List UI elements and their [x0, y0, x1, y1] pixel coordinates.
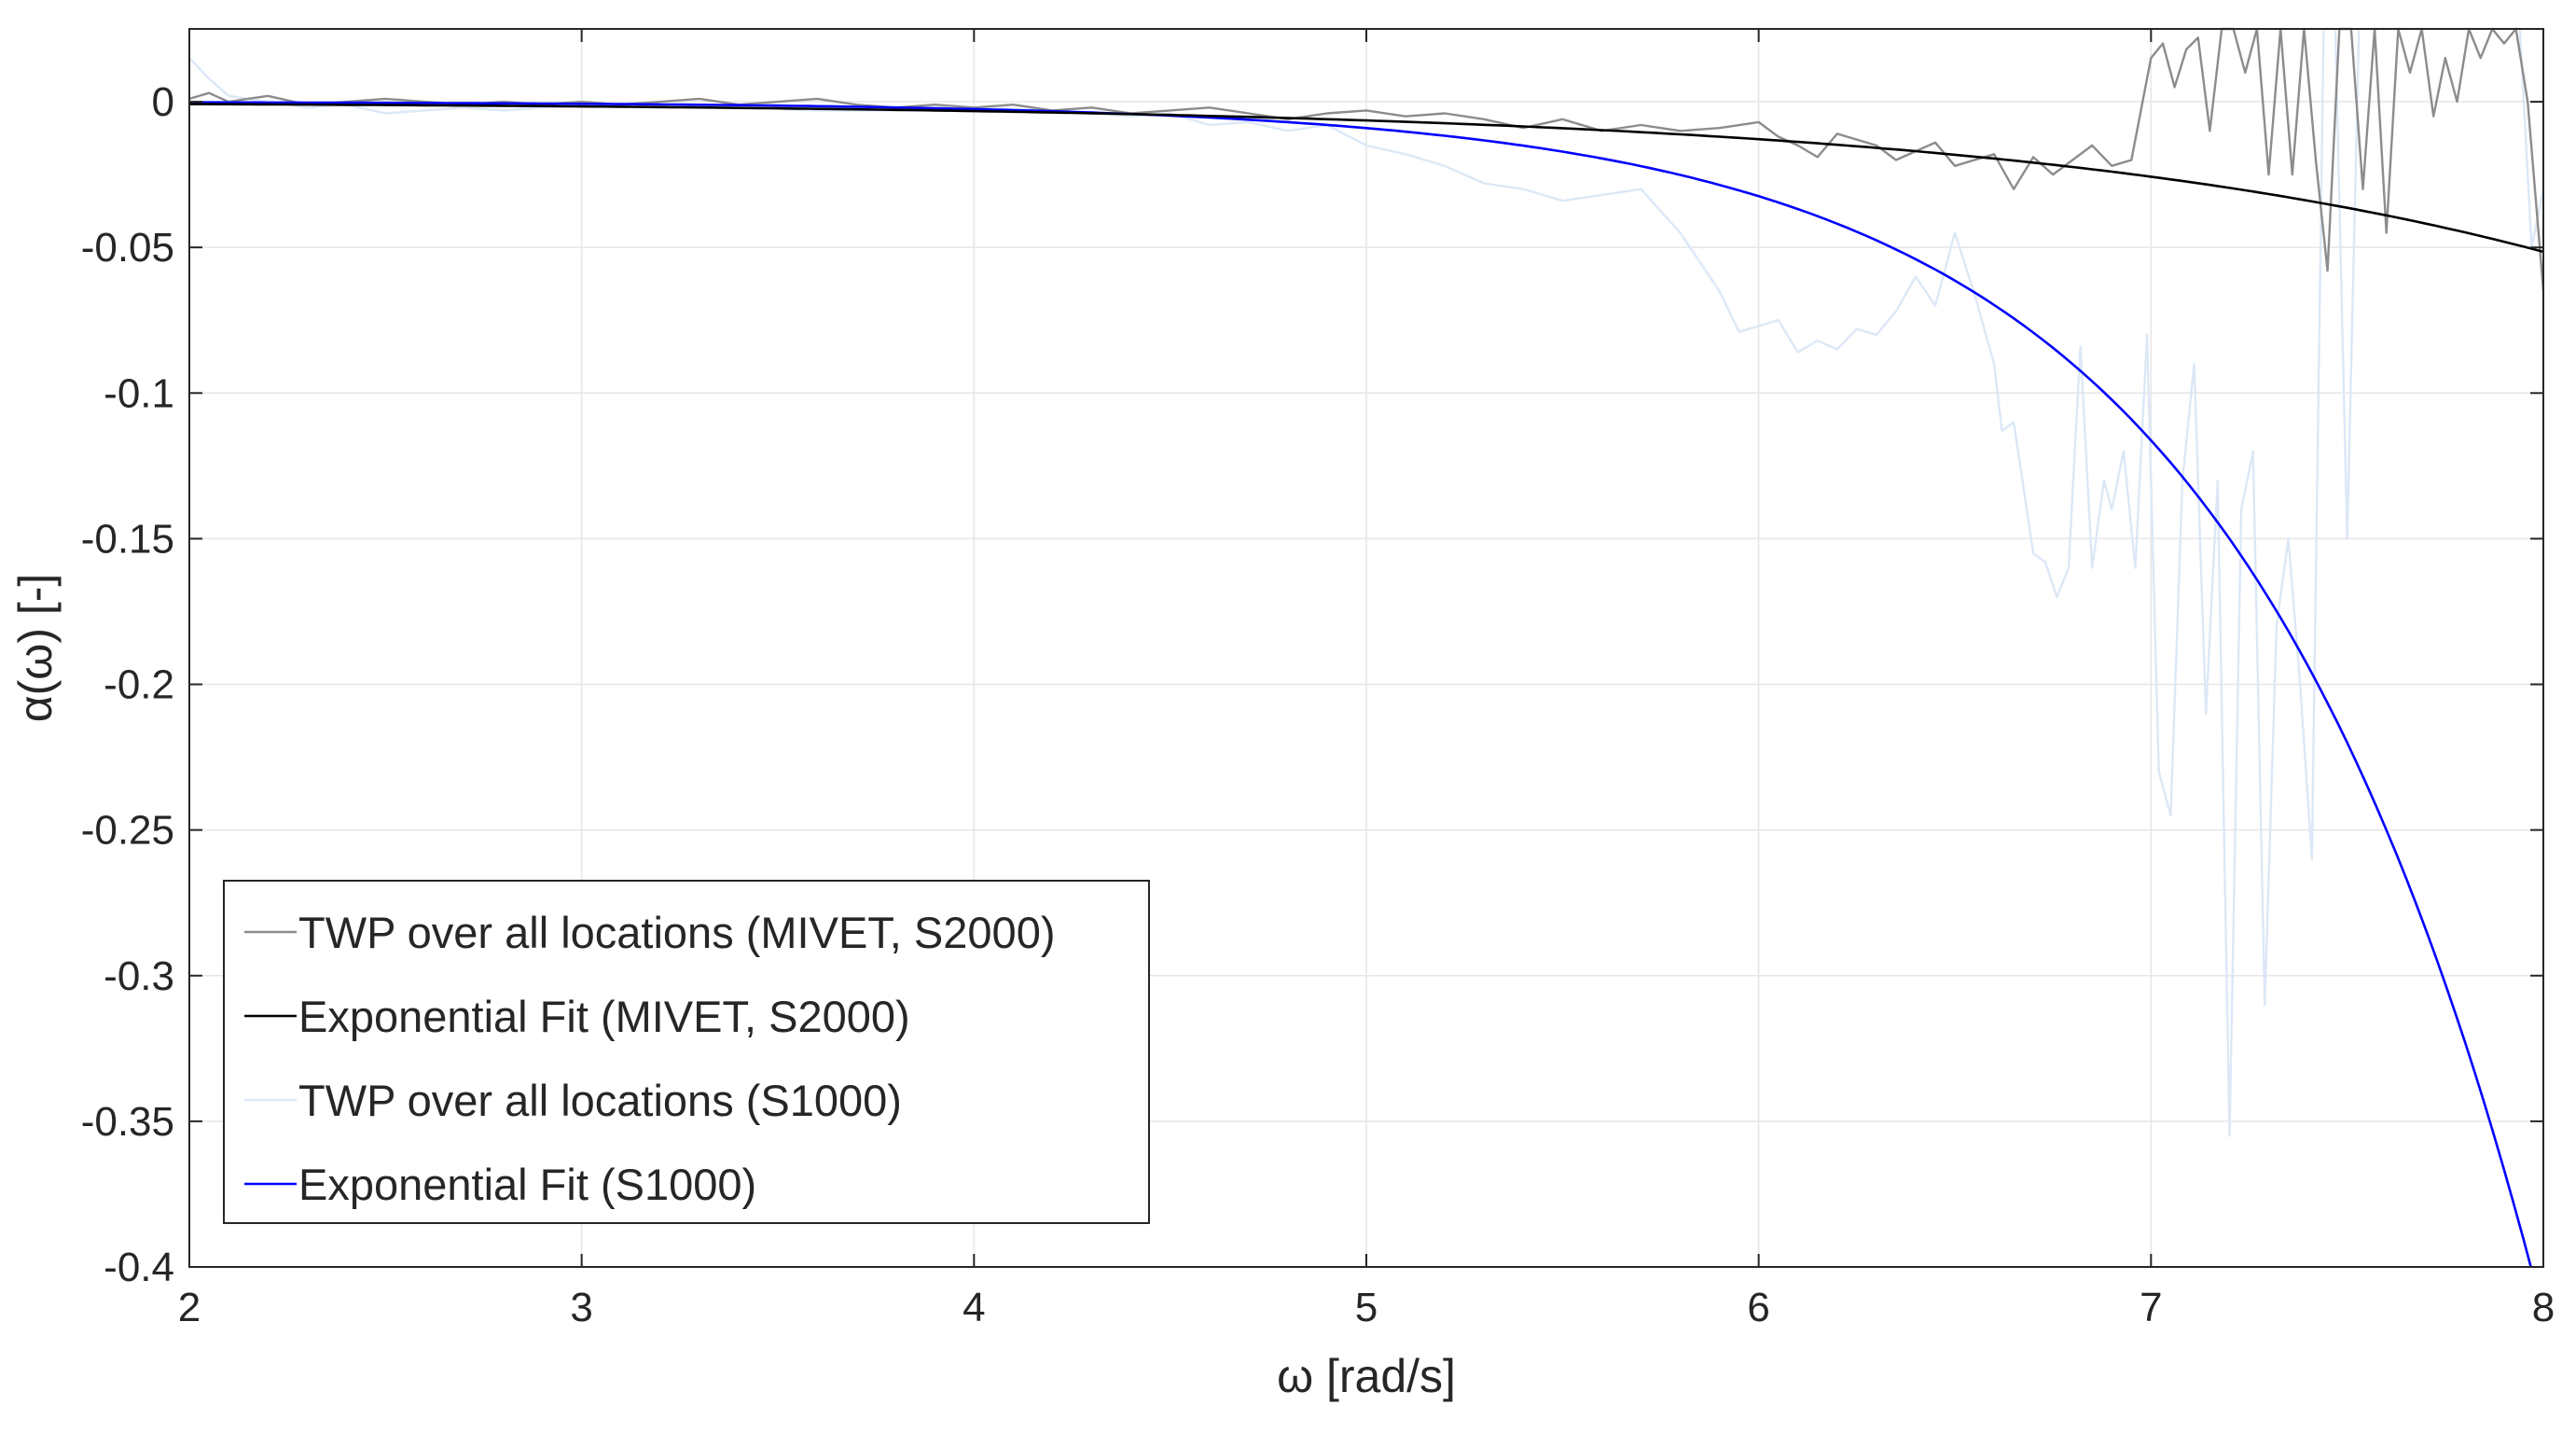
- ticks: 2 3 4 5 6 7 8 0 -0.05 -0.1 -0.15 -0.2 -0.25 -0.3 -0.35…: [81, 29, 2555, 1330]
- y-tick-label-4: -0.2: [104, 662, 174, 708]
- x-tick-label-5: 7: [2140, 1285, 2162, 1330]
- x-tick-label-4: 6: [1747, 1285, 1769, 1330]
- y-tick-label-3: -0.15: [81, 516, 174, 562]
- y-tick-label-5: -0.25: [81, 808, 174, 854]
- legend-box: [223, 880, 1150, 1224]
- x-axis-label: ω [rad/s]: [1277, 1350, 1456, 1402]
- y-tick-label-7: -0.35: [81, 1099, 174, 1145]
- y-tick-label-6: -0.3: [104, 953, 174, 999]
- y-tick-label-2: -0.1: [104, 370, 174, 416]
- x-tick-label-1: 3: [570, 1285, 592, 1330]
- x-tick-label-6: 8: [2532, 1285, 2555, 1330]
- legend-label-1: Exponential Fit (MIVET, S2000): [298, 992, 910, 1041]
- y-tick-label-8: -0.4: [104, 1245, 174, 1290]
- series-line-0: [188, 27, 2545, 292]
- series-line-1: [189, 103, 2544, 254]
- series-line-3: [189, 101, 2532, 1268]
- y-tick-label-1: -0.05: [81, 225, 174, 271]
- y-tick-label-0: 0: [152, 79, 174, 125]
- legend-label-2: TWP over all locations (S1000): [298, 1076, 902, 1125]
- legend-label-0: TWP over all locations (MIVET, S2000): [298, 908, 1055, 957]
- x-tick-label-3: 5: [1355, 1285, 1378, 1330]
- series-layer: [188, 27, 2545, 1268]
- y-axis-label: α(ω) [-]: [9, 574, 62, 723]
- legend: TWP over all locations (MIVET, S2000) Exp…: [223, 880, 1150, 1224]
- x-tick-label-0: 2: [178, 1285, 201, 1330]
- legend-label-3: Exponential Fit (S1000): [298, 1160, 756, 1209]
- x-tick-label-2: 4: [963, 1285, 985, 1330]
